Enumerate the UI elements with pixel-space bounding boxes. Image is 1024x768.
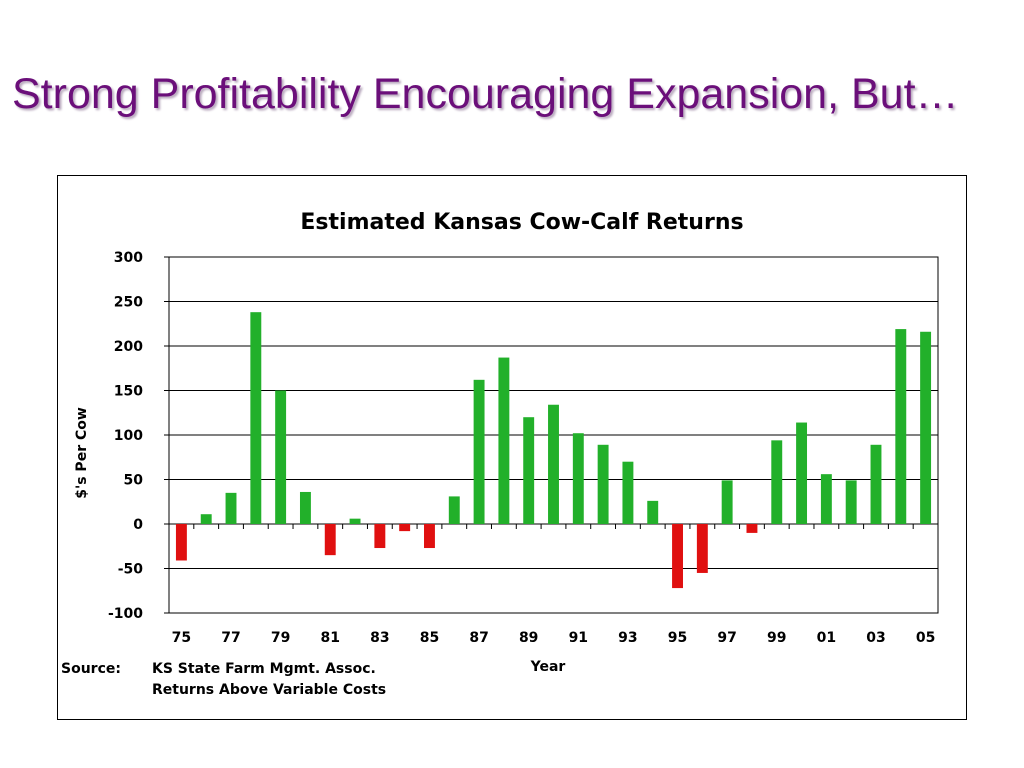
bar-77 bbox=[225, 492, 237, 524]
bar-93 bbox=[622, 461, 634, 524]
bar-84 bbox=[399, 524, 411, 532]
bars bbox=[175, 312, 932, 589]
bar-05 bbox=[920, 331, 932, 524]
bar-96 bbox=[696, 524, 708, 573]
bar-02 bbox=[845, 480, 857, 524]
y-tick-label: -50 bbox=[118, 562, 144, 578]
chart-frame: Estimated Kansas Cow-Calf Returns -100 -5… bbox=[57, 175, 967, 720]
y-tick-label: 200 bbox=[114, 339, 143, 355]
source-line-1: KS State Farm Mgmt. Assoc. bbox=[152, 661, 376, 677]
bar-95 bbox=[672, 524, 683, 589]
y-tick-label: 50 bbox=[124, 473, 144, 489]
bar-03 bbox=[870, 444, 882, 524]
source-line-2: Returns Above Variable Costs bbox=[152, 682, 386, 698]
bar-97 bbox=[721, 480, 733, 524]
y-tick-label: 300 bbox=[114, 250, 143, 266]
x-tick-label: 05 bbox=[916, 630, 935, 646]
x-tick-label: 97 bbox=[717, 630, 736, 646]
bar-04 bbox=[895, 329, 907, 524]
bar-94 bbox=[647, 500, 659, 524]
x-tick-label: 79 bbox=[271, 630, 290, 646]
bar-76 bbox=[200, 514, 212, 524]
bar-81 bbox=[324, 524, 336, 556]
x-tick-labels: 75 77 79 81 83 85 87 89 91 93 95 97 99 01 03 05 bbox=[172, 630, 936, 646]
x-tick-label: 83 bbox=[370, 630, 389, 646]
bar-75 bbox=[175, 524, 187, 561]
bar-91 bbox=[572, 433, 584, 524]
slide-title: Strong Profitability Encouraging Expansi… bbox=[12, 70, 959, 118]
x-tick-label: 95 bbox=[668, 630, 687, 646]
x-tick-label: 93 bbox=[618, 630, 637, 646]
x-tick-label: 85 bbox=[420, 630, 439, 646]
bar-86 bbox=[448, 496, 460, 524]
x-tick-label: 81 bbox=[320, 630, 339, 646]
y-tick-label: 0 bbox=[133, 517, 143, 533]
bar-82 bbox=[349, 518, 361, 524]
x-tick-label: 03 bbox=[866, 630, 885, 646]
y-tick-label: 250 bbox=[114, 295, 143, 311]
bar-78 bbox=[250, 312, 262, 524]
source-label: Source: bbox=[61, 661, 121, 677]
bar-83 bbox=[374, 524, 386, 549]
bar-88 bbox=[498, 357, 510, 524]
bar-01 bbox=[820, 474, 832, 524]
bar-chart: Estimated Kansas Cow-Calf Returns -100 -5… bbox=[61, 210, 939, 698]
x-tick-label: 89 bbox=[519, 630, 538, 646]
y-tick-label: 100 bbox=[114, 428, 143, 444]
x-tick-label: 99 bbox=[767, 630, 786, 646]
x-tick-label: 87 bbox=[469, 630, 488, 646]
bar-80 bbox=[299, 491, 311, 524]
x-tick-label: 75 bbox=[172, 630, 191, 646]
x-axis-label: Year bbox=[530, 659, 566, 675]
chart-title: Estimated Kansas Cow-Calf Returns bbox=[300, 210, 743, 235]
bar-98 bbox=[746, 524, 758, 533]
bar-85 bbox=[424, 524, 435, 549]
bar-99 bbox=[771, 440, 783, 524]
bar-87 bbox=[473, 379, 485, 524]
bar-92 bbox=[597, 444, 609, 524]
y-tick-label: -100 bbox=[108, 606, 143, 622]
x-tick-label: 91 bbox=[569, 630, 588, 646]
bar-79 bbox=[275, 390, 287, 524]
bar-89 bbox=[523, 417, 535, 524]
y-axis-label: $'s Per Cow bbox=[74, 407, 90, 499]
bar-90 bbox=[548, 404, 559, 524]
x-tick-label: 01 bbox=[817, 630, 836, 646]
y-tick-labels: -100 -50 0 50 100 150 200 250 300 bbox=[108, 250, 143, 622]
bar-00 bbox=[796, 422, 808, 524]
y-tick-label: 150 bbox=[114, 384, 143, 400]
x-tick-label: 77 bbox=[221, 630, 240, 646]
axes bbox=[164, 256, 939, 614]
